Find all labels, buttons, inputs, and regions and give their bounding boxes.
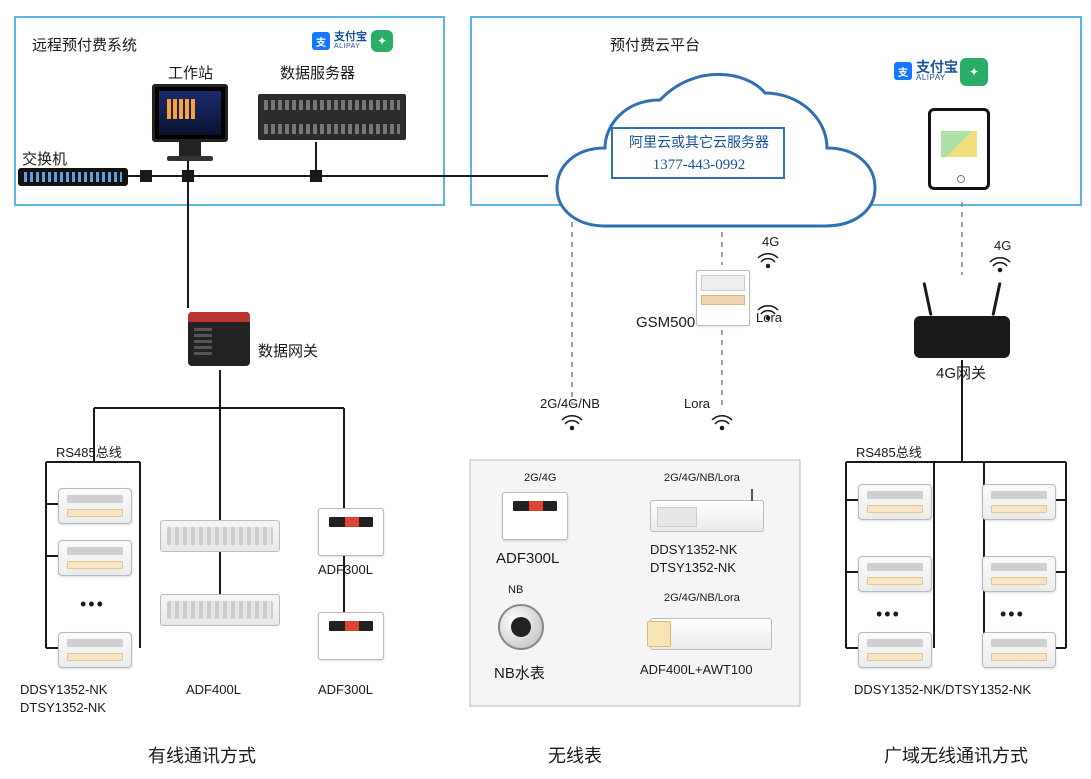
awt-label: ADF400L+AWT100	[640, 662, 753, 677]
wireless-lora-label: Lora	[684, 396, 710, 411]
meter-icon	[58, 632, 132, 668]
adf400-icon	[160, 520, 280, 552]
alipay-badge-left: 支 支付宝ALIPAY ✦	[312, 30, 393, 52]
ddsy-wireless-tag: 2G/4G/NB/Lora	[664, 472, 740, 484]
meter-icon	[982, 556, 1056, 592]
adf400-label: ADF400L	[186, 682, 241, 697]
data-gateway-icon	[188, 312, 250, 366]
right-panel-title: 预付费云平台	[610, 34, 700, 55]
adf300-label-b: ADF300L	[318, 682, 373, 697]
nb-label: NB水表	[494, 662, 545, 683]
adf300-wireless-label: ADF300L	[496, 550, 559, 567]
wide-section-title: 广域无线通讯方式	[884, 742, 1028, 768]
meter-icon	[858, 556, 932, 592]
adf300-icon	[502, 492, 568, 540]
ddsy-wireless-1: DDSY1352-NK	[650, 542, 737, 557]
gw4g-4g-label: 4G	[994, 238, 1011, 253]
alipay-icon: 支	[894, 62, 912, 80]
workstation-label: 工作站	[168, 62, 213, 83]
alipay-badge-right: 支 支付宝ALIPAY	[894, 60, 958, 82]
wechat-icon: ✦	[371, 30, 393, 52]
gsm500-icon	[696, 270, 750, 326]
gsm500-label: GSM500	[636, 314, 695, 331]
alipay-icon: 支	[312, 32, 330, 50]
adf300-label-a: ADF300L	[318, 562, 373, 577]
adf400-awt-icon	[650, 618, 772, 650]
gw4g-icon	[914, 316, 1010, 358]
awt-tag: 2G/4G/NB/Lora	[664, 592, 740, 604]
meter-icon	[982, 484, 1056, 520]
cloud-text-1: 阿里云或其它云服务器	[624, 136, 774, 153]
ddsy-left-1: DDSY1352-NK	[20, 682, 107, 697]
nb-tag: NB	[508, 584, 523, 596]
adf400-icon	[160, 594, 280, 626]
gw4g-label: 4G网关	[936, 362, 986, 383]
tablet-icon	[928, 108, 990, 190]
ellipsis-icon: •••	[1000, 604, 1025, 625]
ellipsis-icon: •••	[876, 604, 901, 625]
switch-label: 交换机	[22, 148, 67, 169]
switch-icon	[18, 168, 128, 186]
ddsy-wireless-2: DTSY1352-NK	[650, 560, 736, 575]
adf300-icon	[318, 612, 384, 660]
server-icon	[258, 94, 406, 140]
meter-icon	[858, 484, 932, 520]
adf300-wireless-tag: 2G/4G	[524, 472, 556, 484]
meter-icon	[58, 540, 132, 576]
rs485-left-label: RS485总线	[56, 442, 122, 461]
workstation-icon	[152, 84, 228, 161]
ellipsis-icon: •••	[80, 594, 105, 615]
wireless-section-title: 无线表	[548, 742, 602, 768]
meter-icon	[858, 632, 932, 668]
ddsy-wireless-icon	[650, 500, 764, 532]
left-panel-title: 远程预付费系统	[32, 34, 137, 55]
server-label: 数据服务器	[280, 62, 355, 83]
nb-meter-icon	[498, 604, 544, 650]
cloud-text-2: 1377-443-0992	[624, 156, 774, 174]
wireless-2g4gnb-label: 2G/4G/NB	[540, 396, 600, 411]
gsm500-lora-label: Lora	[756, 310, 782, 325]
wired-section-title: 有线通讯方式	[148, 742, 256, 768]
wide-ddsy-label: DDSY1352-NK/DTSY1352-NK	[854, 682, 1031, 697]
ddsy-left-2: DTSY1352-NK	[20, 700, 106, 715]
meter-icon	[58, 488, 132, 524]
adf300-icon	[318, 508, 384, 556]
rs485-right-label: RS485总线	[856, 442, 922, 461]
meter-icon	[982, 632, 1056, 668]
data-gateway-label: 数据网关	[258, 340, 318, 361]
wechat-icon-right: ✦	[960, 58, 988, 86]
gsm500-4g-label: 4G	[762, 234, 779, 249]
